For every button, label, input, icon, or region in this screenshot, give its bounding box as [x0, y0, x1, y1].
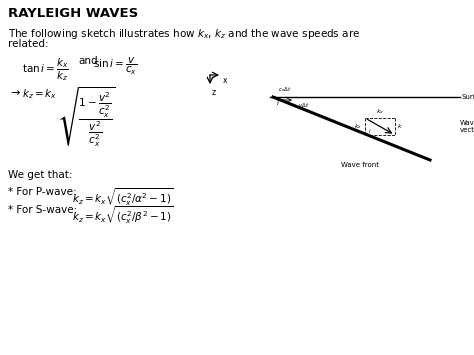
Text: Wave front: Wave front — [341, 162, 379, 168]
Text: The following sketch illustrates how $k_x$, $k_z$ and the wave speeds are: The following sketch illustrates how $k_… — [8, 27, 360, 41]
Text: $\sin i = \dfrac{v}{c_x}$: $\sin i = \dfrac{v}{c_x}$ — [93, 56, 137, 77]
Text: $v\Delta t$: $v\Delta t$ — [298, 101, 310, 109]
Text: $\rightarrow$: $\rightarrow$ — [8, 87, 21, 97]
Text: $k_x$: $k_x$ — [376, 107, 384, 116]
Text: $k_z = k_x\sqrt{(c_x^2/\alpha^2 - 1)}$: $k_z = k_x\sqrt{(c_x^2/\alpha^2 - 1)}$ — [72, 187, 173, 208]
Text: $i$: $i$ — [368, 127, 372, 135]
Text: $\tan i = \dfrac{k_x}{k_z}$: $\tan i = \dfrac{k_x}{k_z}$ — [22, 56, 69, 83]
Text: Surface: Surface — [462, 94, 474, 100]
Text: We get that:: We get that: — [8, 170, 73, 180]
Text: x: x — [223, 76, 228, 85]
Text: $k_z = k_x$: $k_z = k_x$ — [22, 87, 57, 101]
Text: * For P-wave:: * For P-wave: — [8, 187, 80, 197]
Text: RAYLEIGH WAVES: RAYLEIGH WAVES — [8, 7, 138, 20]
Text: $\sqrt{\dfrac{1-\dfrac{v^2}{c_x^2}}{\dfrac{v^2}{c_x^2}}}$: $\sqrt{\dfrac{1-\dfrac{v^2}{c_x^2}}{\dfr… — [57, 85, 116, 149]
Text: $k$: $k$ — [397, 122, 403, 131]
Text: z: z — [212, 88, 216, 97]
Text: * For S-wave:: * For S-wave: — [8, 205, 81, 215]
Text: and: and — [78, 56, 98, 66]
Text: Wave
vector: Wave vector — [460, 120, 474, 133]
Text: $c_x\Delta t$: $c_x\Delta t$ — [278, 85, 292, 94]
Text: $k_z = k_x\sqrt{(c_x^2/\beta^2 - 1)}$: $k_z = k_x\sqrt{(c_x^2/\beta^2 - 1)}$ — [72, 205, 173, 226]
Text: $k_z$: $k_z$ — [354, 122, 362, 131]
Text: $i$: $i$ — [276, 98, 280, 107]
Text: related:: related: — [8, 39, 49, 49]
